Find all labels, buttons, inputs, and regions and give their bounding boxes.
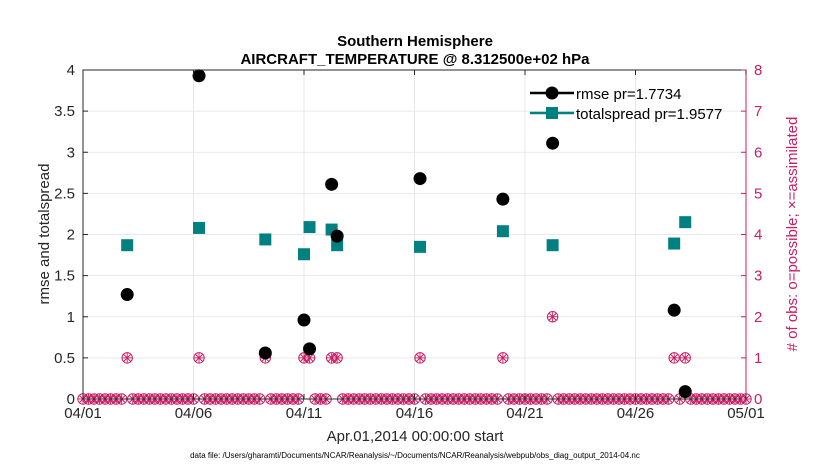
y-tick-label: 3.5 — [54, 103, 75, 120]
x-tick-label: 05/01 — [727, 405, 765, 422]
obs-possible-circle — [668, 352, 680, 364]
obs-count-marker — [303, 352, 316, 364]
obs-count-marker — [668, 352, 680, 364]
y2-axis-label: # of obs: o=possible; ×=assimilated — [784, 117, 801, 352]
x-axis-label: Apr.01,2014 00:00:00 start — [327, 428, 505, 445]
rmse-point — [297, 313, 311, 327]
rmse-point — [258, 346, 272, 360]
obs-count-marker — [121, 352, 133, 364]
chart-subtitle: AIRCRAFT_TEMPERATURE @ 8.312500e+02 hPa — [240, 51, 590, 68]
axis-ticks: 04/01 04/06 04/11 04/16 04/21 04/26 05/0100.51… — [54, 62, 765, 422]
x-tick-label: 04/01 — [64, 405, 102, 422]
obs-possible-circle — [121, 352, 133, 364]
obs-count-markers — [121, 311, 691, 364]
y-tick-label: 2.5 — [54, 185, 75, 202]
data-file-note: data file: /Users/gharamti/Documents/NCA… — [190, 451, 640, 460]
x-tick-label: 04/26 — [617, 405, 655, 422]
chart-title: Southern Hemisphere — [337, 33, 493, 50]
y2-tick-label: 2 — [754, 309, 762, 326]
y-tick-label: 0.5 — [54, 350, 75, 367]
y-tick-label: 3 — [67, 144, 75, 161]
legend: rmse pr=1.7734 totalspread pr=1.9577 — [530, 86, 722, 123]
obs-count-marker — [331, 352, 343, 364]
totalspread-point — [331, 239, 344, 252]
totalspread-point — [679, 216, 692, 229]
legend-totalspread-label: totalspread pr=1.9577 — [576, 106, 722, 123]
rmse-point — [330, 229, 344, 243]
totalspread-point — [121, 239, 134, 252]
y2-tick-label: 8 — [754, 62, 762, 79]
legend-rmse-label: rmse pr=1.7734 — [576, 86, 681, 103]
totalspread-point — [259, 233, 272, 246]
y2-tick-label: 4 — [754, 227, 762, 244]
obs-possible-circle — [546, 311, 559, 323]
totalspread-point — [496, 225, 509, 238]
rmse-point — [546, 136, 560, 150]
rmse-point — [678, 385, 692, 399]
obs-possible-circle — [497, 352, 509, 364]
y-tick-label: 0 — [67, 391, 75, 408]
rmse-point — [303, 342, 317, 356]
y2-tick-label: 6 — [754, 144, 762, 161]
obs-possible-circle — [193, 352, 205, 364]
rmse-point — [667, 303, 681, 317]
y2-tick-label: 7 — [754, 103, 762, 120]
rmse-point — [496, 192, 510, 206]
obs-count-marker — [193, 352, 205, 364]
totalspread-point — [298, 248, 310, 261]
y-axis-label: rmse and totalspread — [36, 164, 53, 305]
totalspread-point — [414, 240, 427, 253]
y2-tick-label: 0 — [754, 391, 762, 408]
x-tick-label: 04/11 — [286, 405, 322, 422]
totalspread-point — [303, 221, 316, 234]
y-tick-label: 1 — [67, 309, 75, 326]
totalspread-point — [668, 237, 681, 250]
series-markers — [120, 69, 692, 399]
y2-tick-label: 1 — [754, 350, 762, 367]
totalspread-point — [546, 239, 559, 252]
y-tick-label: 2 — [67, 227, 75, 244]
rmse-point — [325, 177, 339, 191]
y2-tick-label: 3 — [754, 268, 762, 285]
totalspread-point — [193, 221, 206, 234]
y-tick-label: 1.5 — [54, 268, 75, 285]
obs-possible-circle — [331, 352, 343, 364]
y-tick-label: 4 — [67, 62, 75, 79]
obs-count-marker — [497, 352, 509, 364]
legend-totalspread-marker — [546, 107, 558, 119]
rmse-point — [413, 172, 427, 186]
x-tick-label: 04/06 — [175, 405, 213, 422]
y2-tick-label: 5 — [754, 185, 762, 202]
obs-count-marker — [679, 352, 691, 364]
obs-count-marker — [414, 352, 426, 364]
legend-rmse-marker — [545, 86, 559, 100]
obs-count-marker — [546, 311, 559, 323]
obs-possible-circle — [679, 352, 691, 364]
rmse-point — [192, 69, 206, 83]
x-tick-label: 04/16 — [396, 405, 434, 422]
rmse-point — [120, 288, 134, 302]
x-tick-label: 04/21 — [506, 405, 544, 422]
obs-possible-circle — [414, 352, 426, 364]
